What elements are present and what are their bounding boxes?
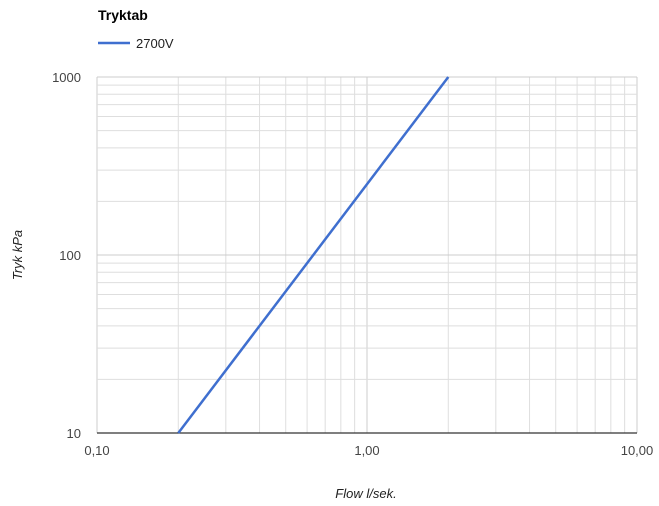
chart-title: Tryktab (98, 7, 148, 23)
grid (96, 76, 638, 434)
y-axis-title: Tryk kPa (10, 230, 25, 280)
x-axis-title: Flow l/sek. (335, 486, 396, 501)
y-tick-label: 100 (59, 248, 81, 263)
series-layer (177, 76, 450, 434)
y-tick-labels: 10 100 1000 (52, 70, 81, 441)
y-tick-label: 1000 (52, 70, 81, 85)
x-tick-label: 1,00 (354, 443, 379, 458)
legend: 2700V (98, 36, 174, 51)
x-tick-label: 0,10 (84, 443, 109, 458)
series-line-2700v (177, 76, 450, 434)
y-tick-label: 10 (67, 426, 81, 441)
x-tick-labels: 0,10 1,00 10,00 (84, 443, 653, 458)
legend-label: 2700V (136, 36, 174, 51)
x-tick-label: 10,00 (621, 443, 654, 458)
